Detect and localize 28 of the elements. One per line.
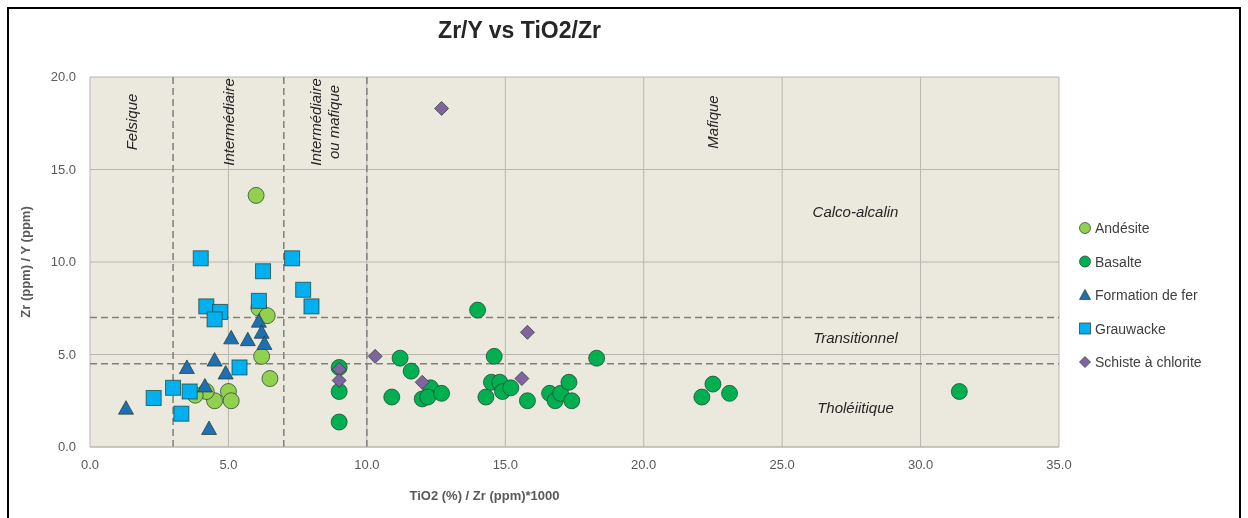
y-tick-label: 10.0 <box>50 254 76 269</box>
legend-label: Grauwacke <box>1095 320 1167 337</box>
annotation: Tholéiitique <box>817 399 894 417</box>
annotation: Felsique <box>122 93 140 151</box>
annotation: Mafique <box>704 95 722 149</box>
x-tick-label: 0.0 <box>80 457 100 472</box>
legend-label: Formation de fer <box>1095 287 1199 303</box>
legend-label: Basalte <box>1095 253 1142 270</box>
x-tick-label: 25.0 <box>769 457 795 472</box>
y-tick-label: 5.0 <box>57 346 76 362</box>
x-tick-label: 5.0 <box>219 457 238 472</box>
x-tick-label: 10.0 <box>354 457 380 472</box>
chart-title: Zr/Y vs TiO2/Zr <box>438 17 601 43</box>
annotation: Intermédiaire <box>219 78 237 166</box>
y-tick-label: 0.0 <box>57 439 76 454</box>
annotation: Intermédiaire ou mafique <box>307 78 343 166</box>
x-tick-label: 20.0 <box>631 457 657 472</box>
annotation: Calco-alcalin <box>812 203 899 221</box>
annotation: Transitionnel <box>813 328 899 346</box>
legend-label: Andésite <box>1095 220 1150 236</box>
y-tick-label: 15.0 <box>50 161 76 177</box>
y-tick-label: 20.0 <box>50 69 76 84</box>
x-tick-label: 15.0 <box>492 457 518 472</box>
x-tick-label: 35.0 <box>1046 457 1072 472</box>
legend-label: Schiste à chlorite <box>1095 354 1202 370</box>
x-tick-label: 30.0 <box>907 457 934 472</box>
x-axis-title: TiO2 (%) / Zr (ppm)*1000 <box>409 488 560 503</box>
y-axis-title: Zr (ppm) / Y (ppm) <box>18 206 33 318</box>
